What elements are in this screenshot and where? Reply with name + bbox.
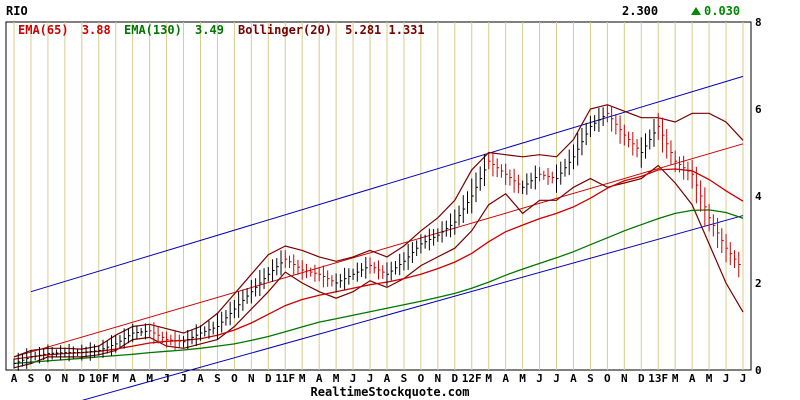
legend-ema65-value: 3.88 xyxy=(82,23,111,37)
x-tick-label: M xyxy=(485,372,492,385)
x-tick-label: N xyxy=(621,372,628,385)
y-tick-label: 4 xyxy=(755,190,762,203)
chart-title: RIO xyxy=(6,4,28,18)
regression-line xyxy=(13,143,744,358)
watermark: RealtimeStockquote.com xyxy=(311,385,470,399)
x-tick-label: D xyxy=(638,372,645,385)
x-tick-labels: A S O N D 10F M A M J J A S O N D 11F M A M J J A S O N D 12F M A M J J A… xyxy=(11,372,747,385)
x-tick-label: M xyxy=(146,372,153,385)
x-tick-label: S xyxy=(28,372,35,385)
svg-text:EMA(130) 3.49: EMA(130) 3.49 xyxy=(124,23,224,37)
x-tick-label: J xyxy=(350,372,357,385)
x-tick-label: A xyxy=(384,372,391,385)
x-tick-label: D xyxy=(265,372,272,385)
x-tick-label: O xyxy=(231,372,238,385)
x-tick-label: A xyxy=(11,372,18,385)
x-tick-label: A xyxy=(316,372,323,385)
x-tick-label: M xyxy=(672,372,679,385)
legend-ema130-name: EMA(130) xyxy=(124,23,182,37)
legend-bollinger-value: 5.281 1.331 xyxy=(345,23,424,37)
grid-lines xyxy=(13,22,744,370)
x-tick-label: M xyxy=(706,372,713,385)
price-change: 0.030 xyxy=(704,4,740,18)
x-tick-label: N xyxy=(248,372,255,385)
y-tick-labels: 0 2 4 6 8 xyxy=(755,16,762,377)
x-tick-label: M xyxy=(112,372,119,385)
x-tick-label: O xyxy=(604,372,611,385)
ema65-line xyxy=(13,168,744,360)
ema130-line xyxy=(13,209,744,365)
x-tick-label: D xyxy=(451,372,458,385)
x-tick-label: M xyxy=(299,372,306,385)
channel-line xyxy=(30,75,744,293)
up-arrow-icon xyxy=(691,7,701,15)
x-tick-label: N xyxy=(62,372,69,385)
x-tick-label: 11F xyxy=(275,372,295,385)
x-tick-label: 12F xyxy=(462,372,482,385)
x-tick-label: A xyxy=(129,372,136,385)
x-tick-label: M xyxy=(519,372,526,385)
bollinger-lower-line xyxy=(13,164,744,369)
x-tick-label: S xyxy=(214,372,221,385)
x-tick-label: S xyxy=(587,372,594,385)
x-tick-label: D xyxy=(79,372,86,385)
y-tick-label: 8 xyxy=(755,16,762,29)
x-tick-label: A xyxy=(570,372,577,385)
y-tick-label: 2 xyxy=(755,277,762,290)
y-tick-label: 0 xyxy=(755,364,762,377)
x-tick-label: J xyxy=(163,372,170,385)
x-tick-label: J xyxy=(553,372,560,385)
x-tick-label: J xyxy=(180,372,187,385)
x-tick-label: 13F xyxy=(648,372,668,385)
legend-ema65-name: EMA(65) xyxy=(18,23,69,37)
x-tick-label: O xyxy=(418,372,425,385)
x-tick-label: M xyxy=(333,372,340,385)
x-tick-label: J xyxy=(723,372,730,385)
svg-text:EMA(65) 3.88: EMA(65) 3.88 xyxy=(18,23,111,37)
x-tick-label: A xyxy=(197,372,204,385)
x-tick-label: J xyxy=(740,372,747,385)
last-price: 2.300 xyxy=(622,4,658,18)
x-tick-label: J xyxy=(536,372,543,385)
x-tick-label: A xyxy=(689,372,696,385)
x-tick-label: 10F xyxy=(89,372,109,385)
legend-ema130-value: 3.49 xyxy=(195,23,224,37)
x-tick-label: A xyxy=(502,372,509,385)
x-tick-label: S xyxy=(401,372,408,385)
x-tick-label: J xyxy=(367,372,374,385)
x-tick-label: O xyxy=(45,372,52,385)
x-tick-label: N xyxy=(435,372,442,385)
plot-frame xyxy=(5,21,752,371)
y-tick-label: 6 xyxy=(755,103,762,116)
channel-line xyxy=(81,215,744,400)
plot-area xyxy=(13,75,744,400)
legend-bollinger-name: Bollinger(20) xyxy=(238,23,332,37)
svg-text:Bollinger(20) 5.281 1.331: Bollinger(20) 5.281 1.331 xyxy=(238,23,425,37)
bollinger-upper-line xyxy=(13,104,744,358)
